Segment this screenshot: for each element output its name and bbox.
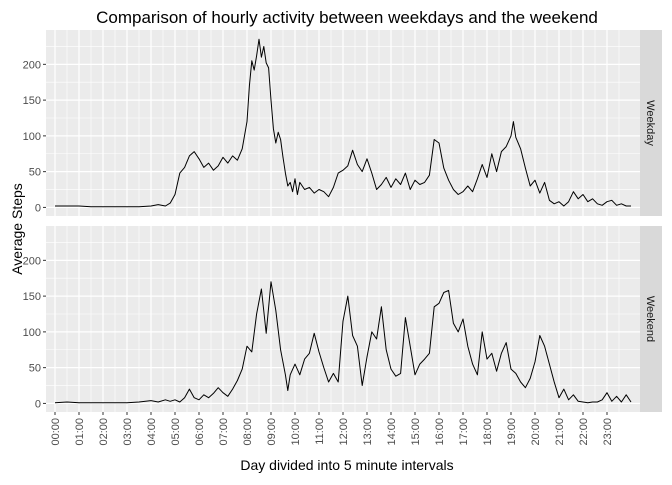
x-tick-label: 12:00 [338, 418, 350, 446]
x-tick-label: 07:00 [218, 418, 230, 446]
x-tick-label: 09:00 [266, 418, 278, 446]
x-tick-label: 19:00 [506, 418, 518, 446]
facet-strip-weekend [640, 226, 662, 412]
series-line-weekend [54, 281, 632, 404]
x-tick-label: 21:00 [554, 418, 566, 446]
y-tick-label: 50 [29, 363, 41, 375]
y-tick-label: 50 [29, 167, 41, 179]
y-tick-label: 200 [23, 59, 41, 71]
chart-title: Comparison of hourly activity between we… [96, 8, 598, 27]
x-tick-label: 08:00 [242, 418, 254, 446]
x-tick-label: 11:00 [314, 418, 326, 445]
y-tick-label: 100 [23, 327, 41, 339]
y-tick-label: 0 [35, 398, 41, 410]
x-tick-label: 02:00 [98, 418, 110, 446]
series-line-weekday [55, 38, 631, 208]
y-tick-label: 200 [23, 255, 41, 267]
x-tick-label: 18:00 [482, 418, 494, 446]
x-tick-label: 17:00 [458, 418, 470, 446]
y-axis-label: Average Steps [9, 183, 25, 275]
x-tick-label: 10:00 [290, 418, 302, 446]
x-tick-label: 04:00 [146, 418, 158, 446]
facet-label-weekend: Weekend [644, 296, 656, 342]
facet-strip-weekday [640, 30, 662, 216]
x-tick-label: 14:00 [386, 418, 398, 446]
y-tick-label: 100 [23, 131, 41, 143]
x-axis-label: Day divided into 5 minute intervals [240, 457, 453, 473]
x-tick-label: 16:00 [434, 418, 446, 446]
y-tick-label: 150 [23, 95, 41, 107]
x-tick-label: 13:00 [362, 418, 374, 446]
y-tick-label: 150 [23, 291, 41, 303]
x-tick-label: 01:00 [74, 418, 86, 446]
x-tick-label: 23:00 [602, 418, 614, 446]
x-tick-label: 20:00 [530, 418, 542, 446]
panels: 0 50 100 150 200 Weekday 0 50 100 150 200 Weekend 00… [23, 30, 662, 446]
x-tick-label: 22:00 [578, 418, 590, 446]
x-tick-label: 15:00 [410, 418, 422, 446]
y-tick-label: 0 [35, 202, 41, 214]
x-tick-label: 00:00 [50, 418, 62, 446]
x-tick-label: 06:00 [194, 418, 206, 446]
facet-label-weekday: Weekday [644, 100, 656, 146]
x-tick-label: 05:00 [170, 418, 182, 446]
x-tick-label: 03:00 [122, 418, 134, 446]
